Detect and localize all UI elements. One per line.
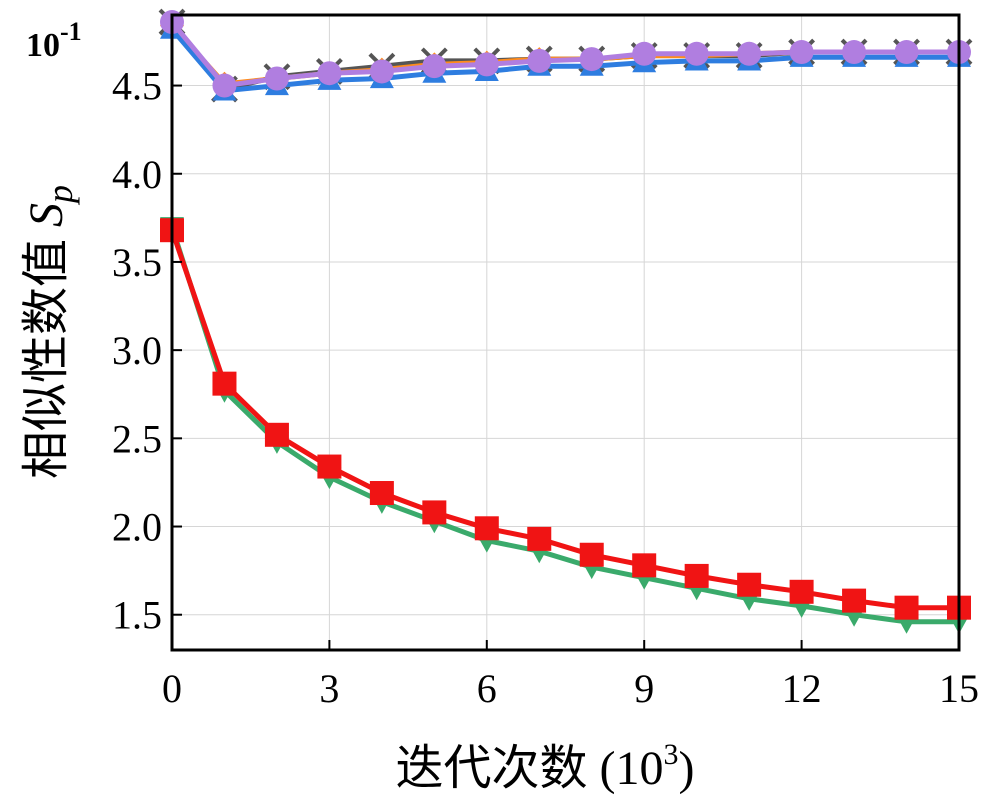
data-point-5: [422, 500, 447, 525]
x-axis-title-superscript: 3: [664, 738, 679, 771]
data-point-6: [474, 516, 499, 541]
data-point-9: [632, 553, 657, 578]
x-axis-title-main: 迭代次数 (10: [396, 742, 664, 795]
data-point-5: [422, 54, 447, 79]
y-axis-title-subscript: p: [40, 185, 80, 206]
data-point-1: [212, 73, 237, 98]
data-point-10: [684, 563, 709, 588]
data-point-13: [842, 40, 867, 65]
data-point-1: [212, 371, 237, 396]
y-tick-label: 4.0: [112, 152, 162, 197]
data-point-11: [737, 572, 762, 597]
x-axis-title-end: ): [679, 742, 695, 795]
y-scale-note-exponent: -1: [60, 17, 82, 46]
y-tick-label: 4.5: [112, 64, 162, 109]
y-tick-label: 2.5: [112, 416, 162, 461]
x-axis-title: 迭代次数 (103): [396, 738, 695, 795]
x-tick-label: 15: [939, 666, 979, 711]
data-point-11: [737, 41, 762, 66]
data-point-2: [264, 66, 289, 91]
x-tick-label: 0: [162, 666, 182, 711]
data-point-14: [894, 40, 919, 65]
x-tick-label: 12: [782, 666, 822, 711]
series-line-2: [170, 27, 959, 94]
y-axis-title: 相似性数值 Sp: [20, 185, 80, 479]
data-point-3: [317, 61, 342, 86]
data-point-8: [579, 47, 604, 72]
data-point-10: [684, 41, 709, 66]
y-scale-note: 10-1: [26, 17, 82, 64]
series-line-3: [170, 20, 959, 89]
data-point-8: [579, 542, 604, 567]
data-point-2: [264, 422, 289, 447]
plot-frame: [170, 13, 961, 652]
series-line-4: [169, 225, 959, 625]
x-tick-label: 9: [634, 666, 654, 711]
y-axis-title-symbol: S: [20, 203, 73, 227]
ticks-layer: 0 3 6 9 12 15 1.5 2.0 2.5 3.0 3.5 4.0 4.5: [112, 64, 979, 711]
data-point-7: [527, 48, 552, 73]
x-tick-label: 6: [477, 666, 497, 711]
series-5: [160, 218, 971, 620]
series-3: [160, 10, 971, 98]
y-axis-title-main: 相似性数值: [20, 227, 73, 479]
data-point-3: [317, 454, 342, 479]
data-point-4: [369, 59, 394, 84]
data-point-12: [789, 40, 814, 65]
grid-layer: [172, 15, 959, 650]
y-scale-note-base: 10: [26, 27, 60, 64]
data-point-12: [789, 579, 814, 604]
y-tick-label: 1.5: [112, 593, 162, 638]
data-point-4: [369, 481, 394, 506]
y-tick-label: 3.5: [112, 240, 162, 285]
y-tick-label: 2.0: [112, 505, 162, 550]
series-layer: [158, 8, 973, 634]
data-point-14: [894, 595, 919, 620]
y-tick-label: 3.0: [112, 328, 162, 373]
data-point-6: [474, 52, 499, 77]
data-point-9: [632, 41, 657, 66]
x-tick-label: 3: [319, 666, 339, 711]
series-line-5: [169, 229, 959, 611]
data-point-13: [842, 588, 867, 613]
data-point-7: [527, 526, 552, 551]
